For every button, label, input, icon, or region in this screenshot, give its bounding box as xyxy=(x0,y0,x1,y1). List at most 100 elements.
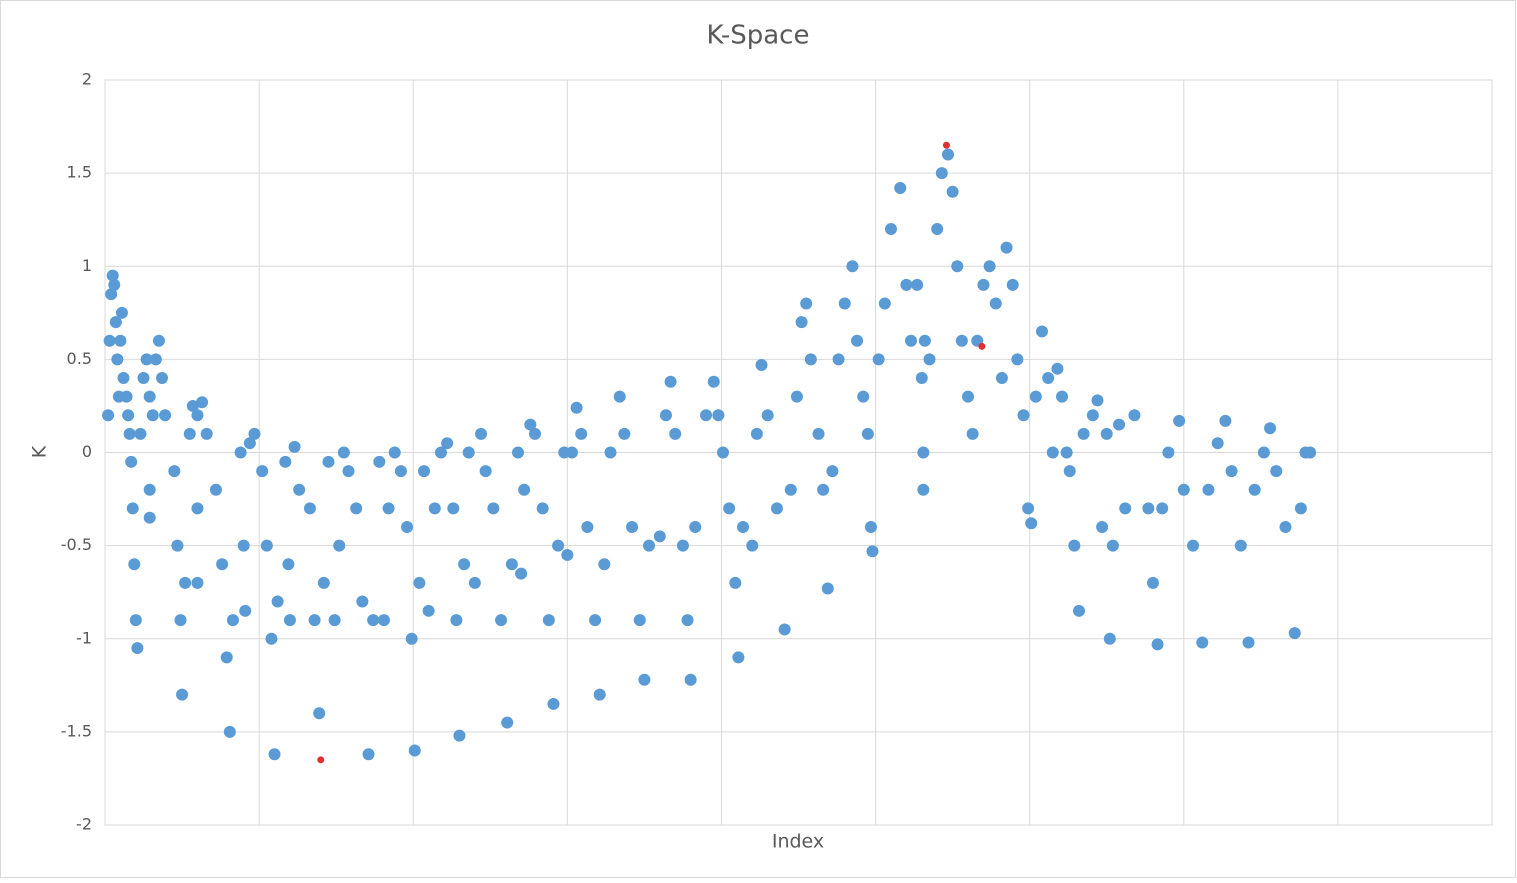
data-point xyxy=(128,558,141,571)
data-point xyxy=(866,545,879,558)
data-point xyxy=(995,372,1008,384)
data-point xyxy=(575,427,588,440)
data-point xyxy=(857,390,870,403)
data-point xyxy=(707,375,720,388)
data-point xyxy=(570,401,583,414)
data-point xyxy=(1035,325,1048,338)
data-point xyxy=(878,297,891,310)
data-point xyxy=(761,409,774,422)
data-point xyxy=(613,390,626,403)
data-point xyxy=(168,465,181,478)
data-point xyxy=(917,483,930,496)
data-point xyxy=(428,502,441,515)
y-tick-label: 2 xyxy=(82,70,92,89)
data-point xyxy=(350,502,363,515)
y-tick-label: 1.5 xyxy=(67,163,92,182)
data-point xyxy=(143,511,156,524)
data-point xyxy=(394,465,407,478)
data-point xyxy=(1146,576,1159,589)
data-point xyxy=(1091,394,1104,407)
data-point xyxy=(458,558,471,571)
data-point xyxy=(659,409,672,422)
data-point xyxy=(303,502,316,515)
data-point xyxy=(1257,446,1270,459)
data-point xyxy=(643,539,656,552)
data-point xyxy=(755,358,768,371)
data-point xyxy=(1294,502,1307,515)
data-point xyxy=(196,396,209,409)
data-point xyxy=(268,748,281,761)
data-point xyxy=(676,539,689,552)
data-point xyxy=(434,446,447,459)
data-point xyxy=(638,673,651,686)
data-point xyxy=(1196,636,1209,649)
data-point xyxy=(126,502,139,515)
data-point xyxy=(362,748,375,761)
data-point xyxy=(176,688,189,701)
y-axis-title: K xyxy=(29,445,51,458)
data-point xyxy=(518,483,531,496)
data-point xyxy=(581,521,594,533)
data-point xyxy=(223,725,236,738)
data-point xyxy=(337,446,350,459)
data-point xyxy=(171,539,184,552)
data-point xyxy=(790,390,803,403)
data-point xyxy=(333,539,346,552)
data-point xyxy=(669,427,682,440)
data-point xyxy=(800,297,813,310)
data-point xyxy=(821,582,834,595)
x-axis-title: Index xyxy=(772,831,824,853)
data-point xyxy=(149,353,162,366)
data-point xyxy=(977,278,990,291)
data-point xyxy=(951,260,964,273)
data-point xyxy=(131,642,144,655)
data-point xyxy=(505,558,518,571)
data-point xyxy=(989,297,1002,310)
data-point xyxy=(283,614,296,627)
data-point xyxy=(618,427,631,440)
data-point xyxy=(1270,465,1283,478)
data-point xyxy=(795,316,808,329)
data-point xyxy=(812,427,825,440)
data-point xyxy=(1011,353,1024,366)
data-point xyxy=(737,521,750,533)
data-point xyxy=(846,260,859,273)
data-point xyxy=(140,353,153,366)
data-point xyxy=(681,614,694,627)
data-point xyxy=(501,716,514,729)
y-tick-label: -2 xyxy=(76,815,92,834)
data-point xyxy=(851,334,864,347)
data-point xyxy=(105,288,118,301)
data-point xyxy=(750,427,763,440)
data-point xyxy=(183,427,196,440)
y-tick-label: 0 xyxy=(82,442,92,461)
data-point xyxy=(1219,414,1232,427)
data-point xyxy=(401,521,414,533)
y-tick-label: -0.5 xyxy=(61,535,92,554)
data-point xyxy=(1103,632,1116,645)
data-point xyxy=(684,673,697,686)
y-tick-label: -1 xyxy=(76,628,92,647)
data-point xyxy=(1173,414,1186,427)
data-point xyxy=(542,614,555,627)
data-point xyxy=(159,409,172,422)
data-point xyxy=(134,427,147,440)
data-point xyxy=(864,521,877,533)
data-point xyxy=(117,372,130,384)
data-point xyxy=(367,614,380,627)
data-point xyxy=(342,465,355,478)
data-point xyxy=(804,353,817,366)
data-point xyxy=(200,427,213,440)
data-point xyxy=(413,576,426,589)
data-point xyxy=(377,614,390,627)
data-point xyxy=(328,614,341,627)
data-point xyxy=(700,409,713,422)
data-point xyxy=(122,409,135,422)
data-point xyxy=(237,539,250,552)
data-point xyxy=(317,576,330,589)
data-point xyxy=(239,604,252,617)
data-point xyxy=(475,427,488,440)
data-point xyxy=(191,409,204,422)
data-point xyxy=(288,440,301,453)
data-point xyxy=(1046,446,1059,459)
